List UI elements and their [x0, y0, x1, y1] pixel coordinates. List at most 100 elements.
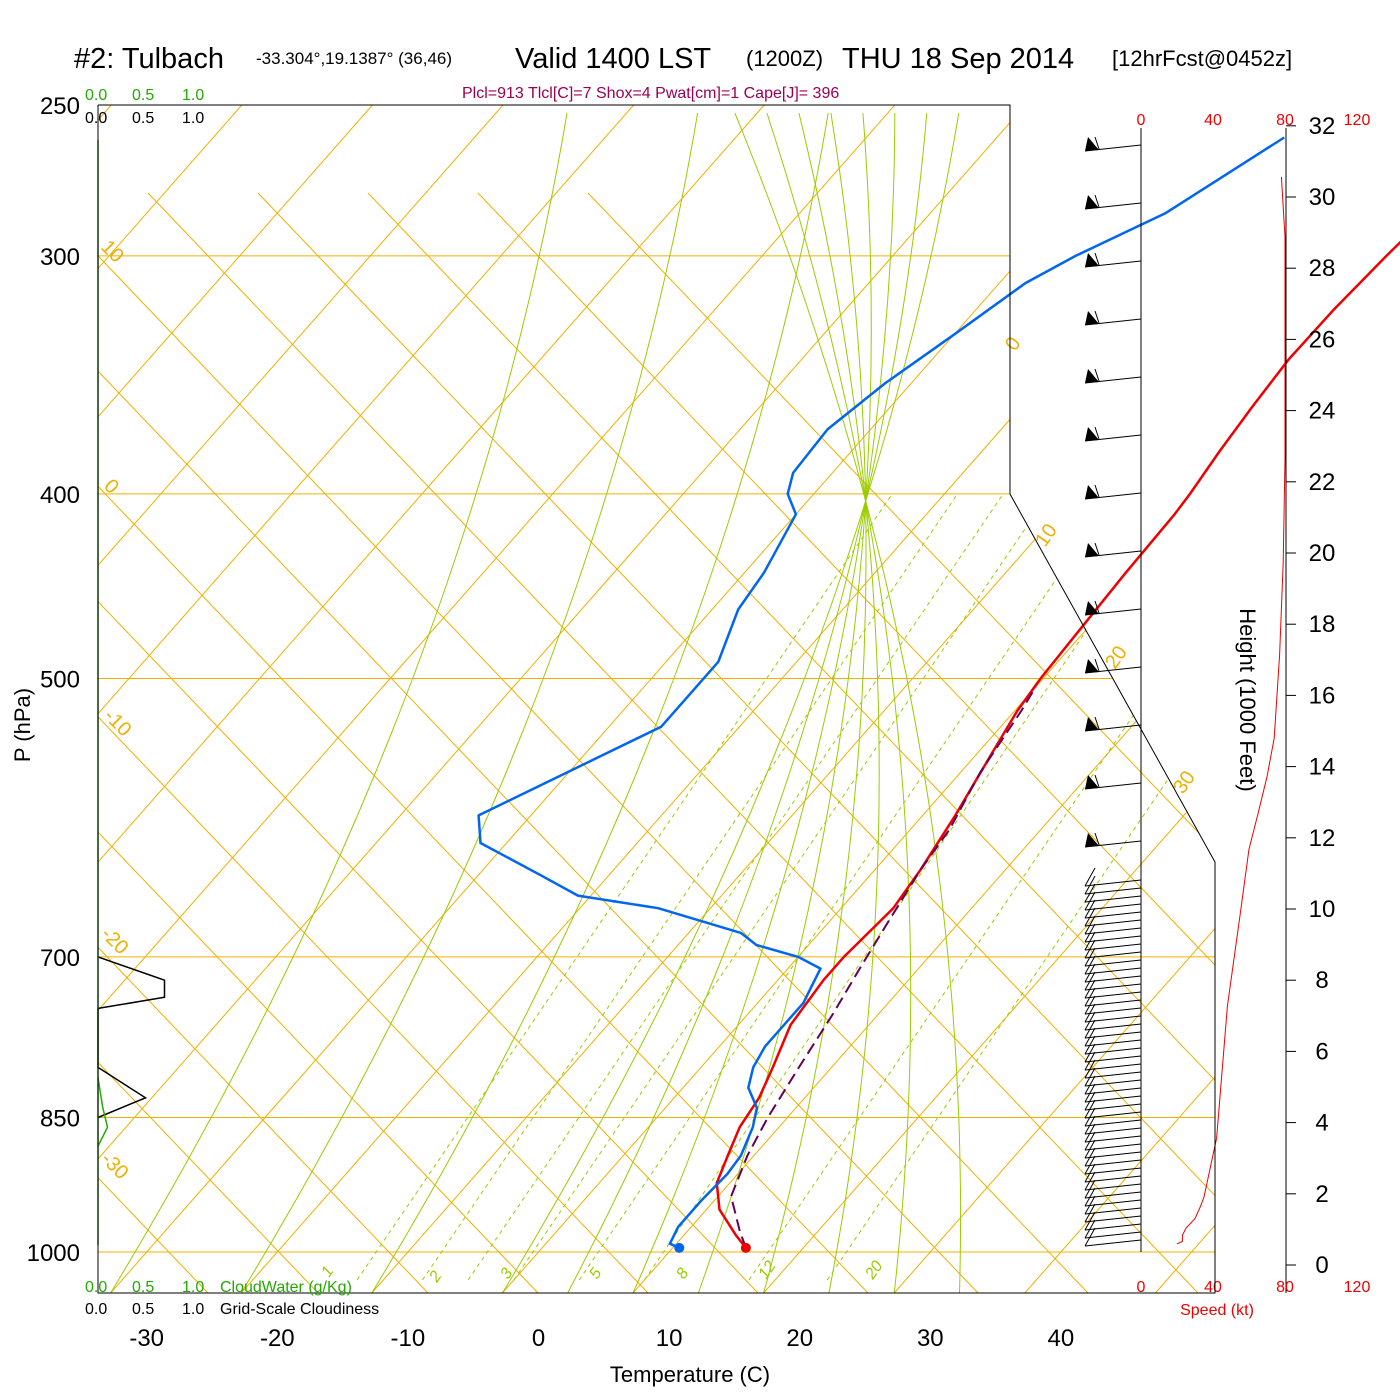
wind-barb-45 — [1084, 1135, 1142, 1143]
wind-barb-feather-19 — [1084, 915, 1096, 935]
wind-barb-feather-27 — [1084, 979, 1096, 999]
isotherm-label-2: -10 — [99, 705, 135, 741]
isotherm--50 — [98, 105, 896, 1293]
height-tick-26: 26 — [1309, 326, 1336, 353]
wind-barb-feather-52 — [1084, 1179, 1096, 1199]
wind-barb-feather-2 — [1094, 252, 1100, 266]
wind-barb-47 — [1084, 1151, 1142, 1159]
cloudwater-profile — [97, 1077, 109, 1147]
wind-barb-feather-4 — [1094, 368, 1100, 382]
wind-barb-feather-45 — [1084, 1123, 1096, 1143]
wind-barb-feather-18 — [1084, 907, 1096, 927]
height-tick-24: 24 — [1309, 398, 1336, 425]
height-tick-30: 30 — [1309, 184, 1336, 211]
clipped-grid — [98, 105, 1400, 1293]
pressure-tick-400: 400 — [40, 482, 80, 509]
wind-barb-feather-8 — [1094, 600, 1100, 614]
wind-barb-feather-53 — [1084, 1187, 1096, 1207]
wind-barb-44 — [1084, 1127, 1142, 1135]
wind-barb-23 — [1084, 959, 1142, 967]
wind-barb-feather-41 — [1084, 1091, 1096, 1111]
wind-barb-feather-40 — [1084, 1083, 1096, 1103]
wind-barb-54 — [1084, 1207, 1142, 1215]
isotherm-label-3: -20 — [96, 923, 132, 959]
wind-barb-flag-8 — [1085, 601, 1099, 615]
speed-tick-bottom-40: 40 — [1204, 1279, 1222, 1296]
wind-barb-35 — [1084, 1055, 1142, 1063]
wind-barb-58 — [1084, 1239, 1142, 1247]
wind-barb-56 — [1084, 1223, 1142, 1231]
pressure-tick-1000: 1000 — [27, 1240, 80, 1267]
wind-barb-31 — [1084, 1023, 1142, 1031]
moist-adiabat-6 — [697, 112, 872, 1293]
wind-barb-38 — [1084, 1079, 1142, 1087]
wind-barb-32 — [1084, 1031, 1142, 1039]
moist-adiabat-2 — [371, 112, 829, 1293]
moist-adiabat-5 — [632, 112, 896, 1293]
cw-scale-bot-0: 0.0 — [85, 1279, 107, 1296]
pressure-tick-250: 250 — [40, 93, 80, 120]
parcel-profile — [730, 686, 1037, 1249]
moist-adiabat-10 — [734, 112, 962, 1293]
wind-barb-48 — [1084, 1159, 1142, 1167]
height-tick-2: 2 — [1315, 1181, 1328, 1208]
moist-adiabat-9 — [766, 112, 912, 1293]
height-tick-4: 4 — [1315, 1110, 1328, 1137]
speed-tick-top-0: 0 — [1137, 112, 1146, 129]
wind-barb-feather-30 — [1084, 1003, 1096, 1023]
wind-barb-feather-48 — [1084, 1147, 1096, 1167]
diagnostics-line: Plcl=913 Tlcl[C]=7 Shox=4 Pwat[cm]=1 Cap… — [462, 85, 839, 102]
cl-scale-top-0: 0.0 — [85, 110, 107, 127]
height-tick-0: 0 — [1315, 1252, 1328, 1279]
mixing-ratio-label-4: 8 — [673, 1265, 692, 1282]
isotherm-60 — [1286, 105, 1400, 1293]
wind-barb-feather-12 — [1094, 832, 1100, 846]
plot-frame — [97, 104, 1216, 1294]
wind-barb-55 — [1084, 1215, 1142, 1223]
cl-scale-top-2: 1.0 — [182, 110, 204, 127]
wind-barb-feather-49 — [1084, 1155, 1096, 1175]
wind-barb-43 — [1084, 1119, 1142, 1127]
moist-adiabat-1 — [240, 112, 699, 1293]
wind-speed-curve — [1176, 176, 1286, 1245]
wind-barb-flag-3 — [1085, 311, 1099, 325]
isotherm-20 — [763, 105, 1215, 1293]
moist-adiabat-7 — [763, 112, 867, 1293]
mixing-ratio-line-3 — [513, 493, 1050, 1281]
dry-adiabat-10 — [98, 192, 429, 1293]
mixing-ratio-label-0: 1 — [318, 1263, 337, 1280]
height-tick-12: 12 — [1309, 825, 1336, 852]
mixing-ratio-line-7 — [826, 493, 1215, 1281]
sounding-profiles — [97, 136, 1400, 1253]
wind-barb-30 — [1084, 1015, 1142, 1023]
wind-barb-46 — [1084, 1143, 1142, 1151]
wind-barb-29 — [1084, 1007, 1142, 1015]
wind-barb-20 — [1084, 935, 1142, 943]
wind-barb-feather-58 — [1084, 1227, 1096, 1247]
isotherm--40 — [98, 105, 1026, 1293]
moist-adiabat-3 — [501, 112, 960, 1293]
wind-barb-feather-9 — [1094, 658, 1100, 672]
cl-scale-bot-0: 0.0 — [85, 1301, 107, 1318]
dry-adiabat-21 — [587, 192, 1215, 1293]
speed-axis-title: Speed (kt) — [1180, 1302, 1254, 1319]
wind-barb-37 — [1084, 1071, 1142, 1079]
mixing-ratio-label-6: 20 — [862, 1258, 887, 1283]
wind-barb-feather-11 — [1094, 774, 1100, 788]
wind-barb-feather-3 — [1094, 310, 1100, 324]
wind-barb-feather-29 — [1084, 995, 1096, 1015]
temperature-tick-5: 20 — [786, 1325, 813, 1352]
valid-time: Valid 1400 LST — [515, 43, 711, 75]
station-coords: -33.304°,19.1387° (36,46) — [256, 49, 452, 68]
height-tick-32: 32 — [1309, 113, 1336, 140]
wind-barb-feather-26 — [1084, 971, 1096, 991]
isotherm--100 — [98, 105, 243, 1293]
surface-dewpoint-dot — [674, 1242, 685, 1253]
moist-adiabat-8 — [798, 112, 880, 1293]
wind-barb-feather-10 — [1094, 716, 1100, 730]
wind-barb-feather-39 — [1084, 1075, 1096, 1095]
temperature-tick-6: 30 — [917, 1325, 944, 1352]
wind-barb-40 — [1084, 1095, 1142, 1103]
isotherm--90 — [98, 105, 373, 1293]
wind-barb-feather-42 — [1084, 1099, 1096, 1119]
